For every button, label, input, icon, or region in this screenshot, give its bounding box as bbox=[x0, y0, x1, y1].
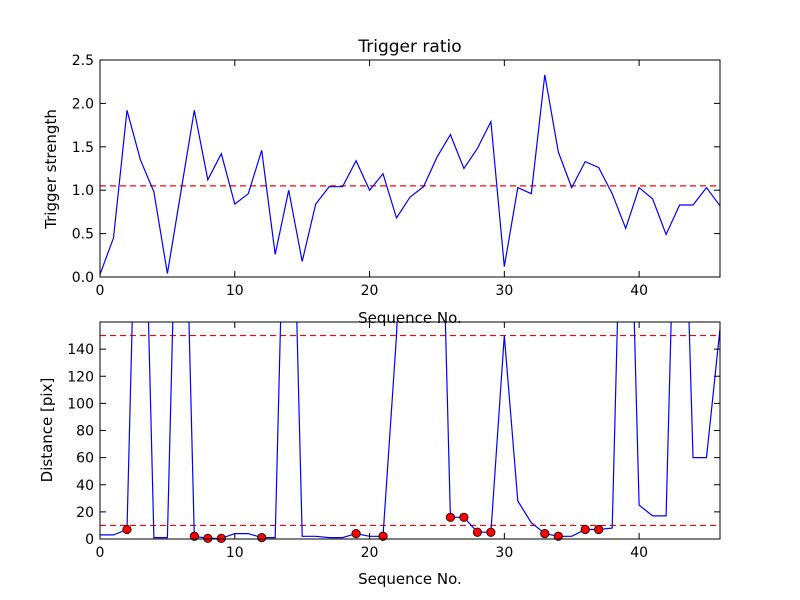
y-tick-label: 120 bbox=[67, 369, 94, 385]
data-point-marker bbox=[540, 528, 550, 539]
y-tick-label: 2.0 bbox=[72, 96, 94, 112]
bottom-series-line bbox=[100, 322, 720, 539]
data-point-marker bbox=[486, 527, 496, 537]
data-point-marker bbox=[594, 524, 604, 535]
y-tick-label: 2.5 bbox=[72, 53, 94, 69]
y-tick-label: 1.5 bbox=[72, 140, 94, 156]
y-tick-label: 60 bbox=[76, 451, 94, 467]
top-chart: Trigger ratio 0 10 20 30 40 0.0 0.5 1.0 1.5 2.0 2… bbox=[42, 37, 721, 327]
top-x-ticks: 0 10 20 30 40 bbox=[96, 60, 648, 299]
x-tick-label: 0 bbox=[96, 545, 105, 561]
top-plot-frame bbox=[99, 59, 721, 278]
data-point-marker bbox=[472, 527, 482, 537]
y-tick-label: 0.0 bbox=[72, 270, 94, 286]
x-tick-label: 30 bbox=[495, 283, 513, 299]
x-tick-label: 0 bbox=[96, 283, 105, 299]
data-point-marker bbox=[203, 533, 213, 543]
y-tick-label: 0.5 bbox=[72, 227, 94, 243]
bottom-threshold-group bbox=[100, 334, 720, 527]
x-tick-label: 10 bbox=[226, 283, 244, 299]
data-point-marker bbox=[351, 528, 361, 539]
y-tick-label: 100 bbox=[67, 396, 94, 412]
data-point-marker bbox=[580, 524, 590, 535]
y-tick-label: 20 bbox=[76, 505, 94, 521]
data-point-marker bbox=[553, 531, 563, 541]
y-tick-label: 40 bbox=[76, 478, 94, 494]
data-point-marker bbox=[378, 531, 388, 541]
bottom-markers bbox=[122, 512, 604, 543]
bottom-x-axis-label: Sequence No. bbox=[358, 570, 462, 588]
x-tick-label: 40 bbox=[630, 283, 648, 299]
x-tick-label: 30 bbox=[495, 545, 513, 561]
bottom-y-ticks: 0 20 40 60 80 100 120 140 bbox=[67, 342, 720, 548]
x-tick-label: 20 bbox=[361, 545, 379, 561]
bottom-chart: 0 10 20 30 40 0 20 40 60 80 100 120 140 Sequence No… bbox=[38, 321, 721, 588]
bottom-x-ticks: 0 10 20 30 40 bbox=[96, 322, 648, 561]
chart-title: Trigger ratio bbox=[357, 37, 461, 57]
y-tick-label: 80 bbox=[76, 424, 94, 440]
y-tick-label: 140 bbox=[67, 342, 94, 358]
data-point-marker bbox=[459, 512, 469, 522]
bottom-y-axis-label: Distance [pix] bbox=[38, 378, 56, 483]
data-point-marker bbox=[189, 531, 199, 541]
top-y-axis-label: Trigger strength bbox=[42, 109, 60, 230]
data-point-marker bbox=[122, 524, 132, 535]
x-tick-label: 20 bbox=[361, 283, 379, 299]
x-tick-label: 40 bbox=[630, 545, 648, 561]
y-tick-label: 1.0 bbox=[72, 183, 94, 199]
data-point-marker bbox=[216, 533, 226, 543]
top-y-ticks: 0.0 0.5 1.0 1.5 2.0 2.5 bbox=[72, 53, 720, 286]
top-series-line bbox=[99, 74, 721, 275]
data-point-marker bbox=[445, 512, 456, 522]
data-point-marker bbox=[257, 533, 267, 543]
x-tick-label: 10 bbox=[226, 545, 244, 561]
y-tick-label: 0 bbox=[85, 532, 94, 548]
top-x-axis-label: Sequence No. bbox=[358, 309, 462, 327]
